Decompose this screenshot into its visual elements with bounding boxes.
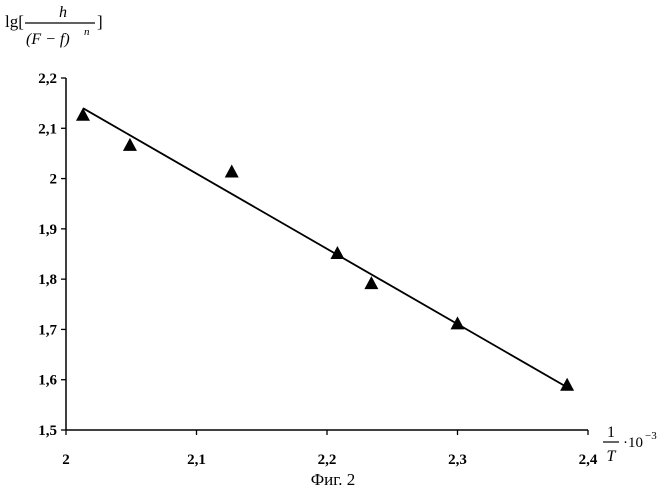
y-tick-label: 1,9 [38,222,57,238]
y-tick-label: 1,8 [38,272,57,288]
y-label-numerator: h [59,4,67,21]
trendline [83,108,567,387]
trendline-layer [83,108,567,387]
y-label-prefix: lg[ [5,12,24,31]
x-tick-label: 2,2 [318,452,337,468]
y-label-suffix: ] [97,12,103,31]
y-ticks: 1,5 1,6 1,7 1,8 1,9 2 2,1 2,2 [38,71,66,439]
y-label-exponent: n [84,26,90,38]
y-tick-label: 2,2 [38,71,57,87]
figure-caption: Фиг. 2 [0,470,666,490]
y-tick-label: 1,5 [38,423,57,439]
x-tick-label: 2,1 [187,452,206,468]
data-point [123,138,137,151]
x-label-exponent: −3 [645,430,657,442]
x-label-numerator: 1 [607,424,615,441]
x-tick-label: 2 [62,452,70,468]
x-axis-label: 1 T ·10 −3 [603,424,657,465]
x-tick-label: 2,3 [448,452,467,468]
y-label-denominator: (F − f) [26,31,70,48]
y-axis-label: lg[ h (F − f) n ] [5,4,103,48]
y-tick-label: 1,6 [38,373,57,389]
x-ticks: 2 2,1 2,2 2,3 2,4 [62,430,598,468]
x-label-multiplier: ·10 [623,435,643,451]
data-point [76,108,90,121]
x-tick-label: 2,4 [579,452,598,468]
data-point [225,165,239,178]
y-tick-label: 2,1 [38,121,57,137]
data-point [451,316,465,329]
y-tick-label: 1,7 [38,322,57,338]
axes [66,78,588,430]
x-label-denominator: T [607,448,617,465]
y-tick-label: 2 [50,172,58,188]
